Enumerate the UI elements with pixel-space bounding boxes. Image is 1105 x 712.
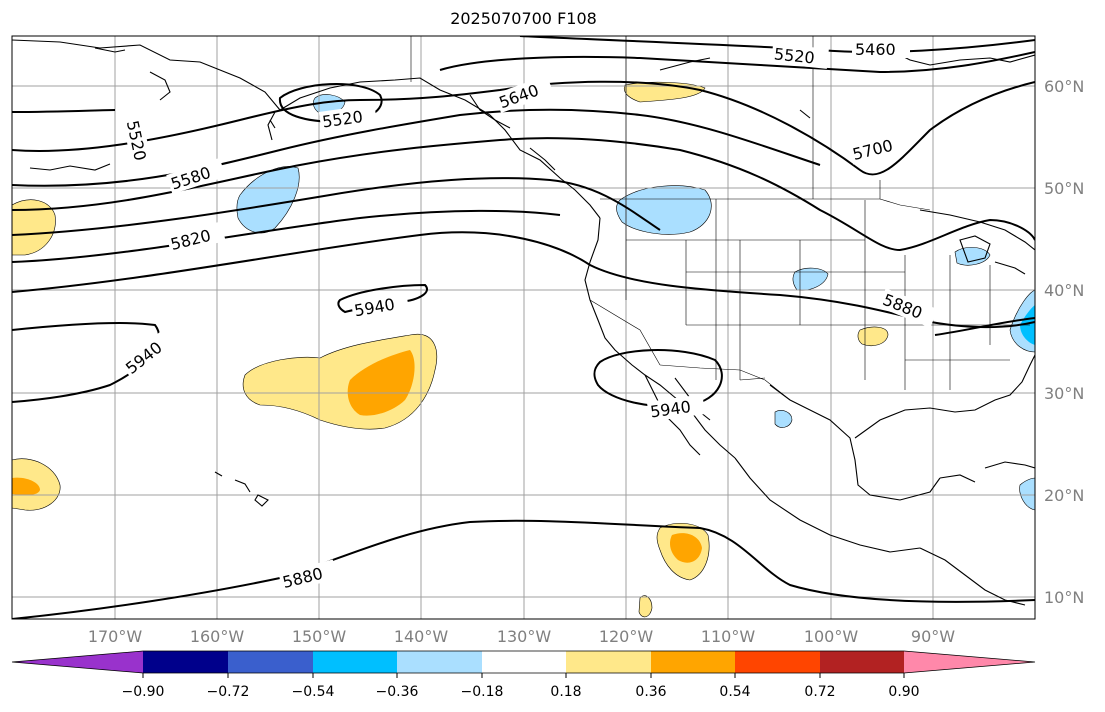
- lat-label: 60°N: [1044, 77, 1084, 96]
- colorbar-segment: [820, 651, 904, 673]
- colorbar-tick-label: 0.36: [635, 684, 666, 700]
- colorbar-tick-label: 0.72: [804, 684, 835, 700]
- colorbar-segment: [566, 651, 651, 673]
- colorbar-segment: [735, 651, 820, 673]
- colorbar-tick-label: 0.54: [719, 684, 750, 700]
- contour-labels: 5460 5520 5640 5520 5520 5580 5700 5820 …: [119, 40, 938, 593]
- longitude-labels: 170°W 160°W 150°W 140°W 130°W 120°W 110°…: [88, 627, 955, 646]
- lon-label: 140°W: [394, 627, 449, 646]
- lat-label: 30°N: [1044, 384, 1084, 403]
- colorbar-segment: [397, 651, 482, 673]
- colorbar-segment: [228, 651, 313, 673]
- colorbar-tick-label: −0.54: [292, 684, 335, 700]
- colorbar-tick-label: −0.18: [461, 684, 504, 700]
- colorbar-segment: [482, 651, 566, 673]
- lon-label: 170°W: [88, 627, 143, 646]
- lon-label: 110°W: [701, 627, 756, 646]
- contour-label: 5520: [773, 44, 815, 67]
- colorbar-tick-label: −0.36: [376, 684, 419, 700]
- latitude-labels: 60°N 50°N 40°N 30°N 20°N 10°N: [1044, 77, 1084, 607]
- lat-label: 50°N: [1044, 179, 1084, 198]
- colorbar-tick-label: 0.18: [550, 684, 581, 700]
- lon-label: 120°W: [599, 627, 654, 646]
- colorbar: −0.90 −0.72 −0.54 −0.36 −0.18 0.18 0.36 …: [11, 650, 1036, 700]
- map-title: 2025070700 F108: [450, 9, 597, 28]
- lon-label: 160°W: [190, 627, 245, 646]
- lat-label: 10°N: [1044, 588, 1084, 607]
- colorbar-segment: [904, 651, 1035, 673]
- lon-label: 100°W: [804, 627, 859, 646]
- colorbar-tick-label: −0.72: [207, 684, 250, 700]
- lat-label: 20°N: [1044, 486, 1084, 505]
- colorbar-segment: [143, 651, 228, 673]
- colorbar-segment: [651, 651, 735, 673]
- lat-label: 40°N: [1044, 281, 1084, 300]
- coastlines: [12, 39, 1035, 606]
- colorbar-tick-label: −0.90: [122, 684, 165, 700]
- colorbar-segment: [12, 651, 143, 673]
- contour-label: 5460: [855, 40, 896, 59]
- lon-label: 150°W: [292, 627, 347, 646]
- colorbar-segment: [313, 651, 397, 673]
- lon-label: 130°W: [497, 627, 552, 646]
- lon-label: 90°W: [911, 627, 955, 646]
- map-frame: [11, 35, 1036, 620]
- colorbar-tick-label: 0.90: [888, 684, 919, 700]
